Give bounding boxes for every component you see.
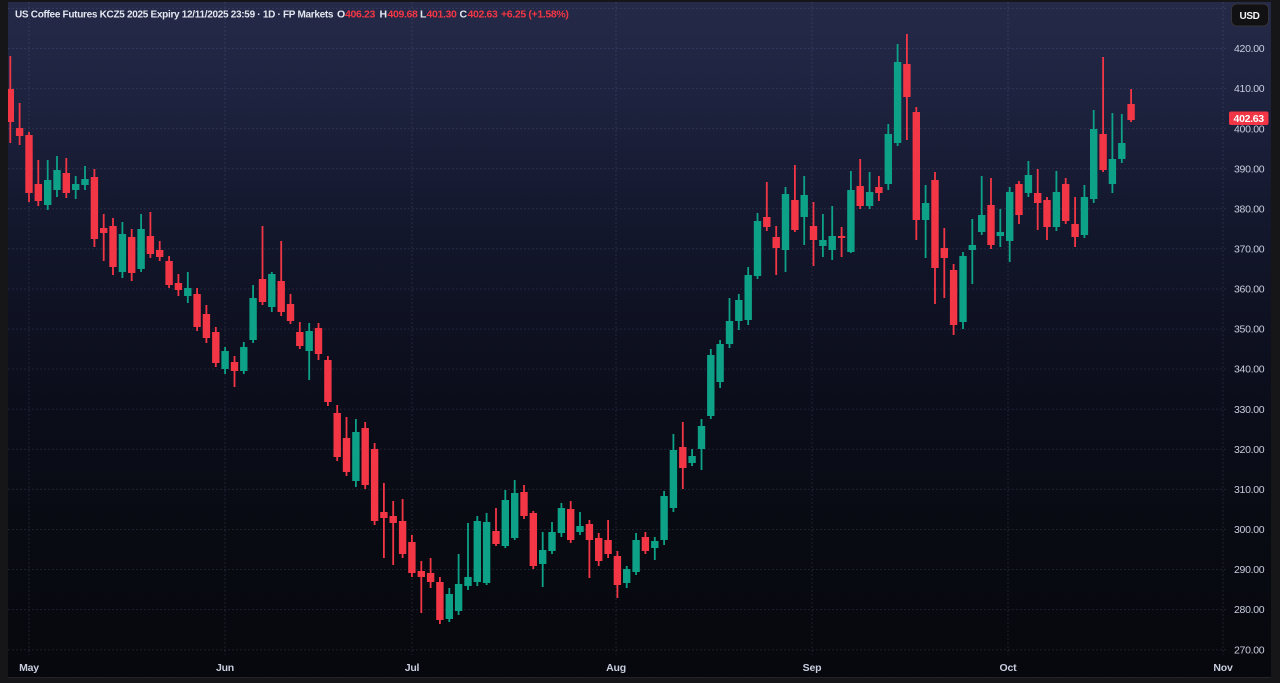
svg-text:H: H <box>380 9 387 21</box>
svg-text:Sep: Sep <box>803 662 822 674</box>
svg-text:402.63: 402.63 <box>1234 113 1265 125</box>
svg-text:270.00: 270.00 <box>1234 644 1265 656</box>
svg-text:420.00: 420.00 <box>1234 43 1265 55</box>
svg-text:310.00: 310.00 <box>1234 484 1265 496</box>
svg-text:402.63: 402.63 <box>468 9 499 21</box>
svg-text:Nov: Nov <box>1213 662 1233 674</box>
svg-text:Jul: Jul <box>405 662 420 674</box>
svg-text:US Coffee Futures KCZ5 2025 Ex: US Coffee Futures KCZ5 2025 Expiry 12/11… <box>15 10 334 21</box>
svg-text:Aug: Aug <box>606 662 626 674</box>
svg-text:400.00: 400.00 <box>1234 123 1265 135</box>
svg-text:L: L <box>420 9 427 21</box>
svg-text:300.00: 300.00 <box>1234 524 1265 536</box>
svg-text:320.00: 320.00 <box>1234 444 1265 456</box>
svg-text:380.00: 380.00 <box>1234 203 1265 215</box>
svg-text:401.30: 401.30 <box>427 9 458 21</box>
svg-text:+6.25 (+1.58%): +6.25 (+1.58%) <box>501 9 568 21</box>
svg-text:Jun: Jun <box>216 662 234 674</box>
svg-text:409.68: 409.68 <box>388 9 419 21</box>
svg-text:390.00: 390.00 <box>1234 163 1265 175</box>
svg-text:410.00: 410.00 <box>1234 83 1265 95</box>
svg-text:Oct: Oct <box>1000 662 1018 674</box>
svg-text:340.00: 340.00 <box>1234 364 1265 376</box>
svg-text:USD: USD <box>1240 11 1260 22</box>
svg-text:370.00: 370.00 <box>1234 244 1265 256</box>
svg-text:350.00: 350.00 <box>1234 324 1265 336</box>
svg-text:C: C <box>460 9 468 21</box>
svg-text:330.00: 330.00 <box>1234 404 1265 416</box>
svg-text:280.00: 280.00 <box>1234 604 1265 616</box>
svg-text:O: O <box>337 9 345 21</box>
svg-text:May: May <box>19 662 39 674</box>
svg-text:406.23: 406.23 <box>345 9 376 21</box>
svg-text:360.00: 360.00 <box>1234 284 1265 296</box>
svg-text:290.00: 290.00 <box>1234 564 1265 576</box>
